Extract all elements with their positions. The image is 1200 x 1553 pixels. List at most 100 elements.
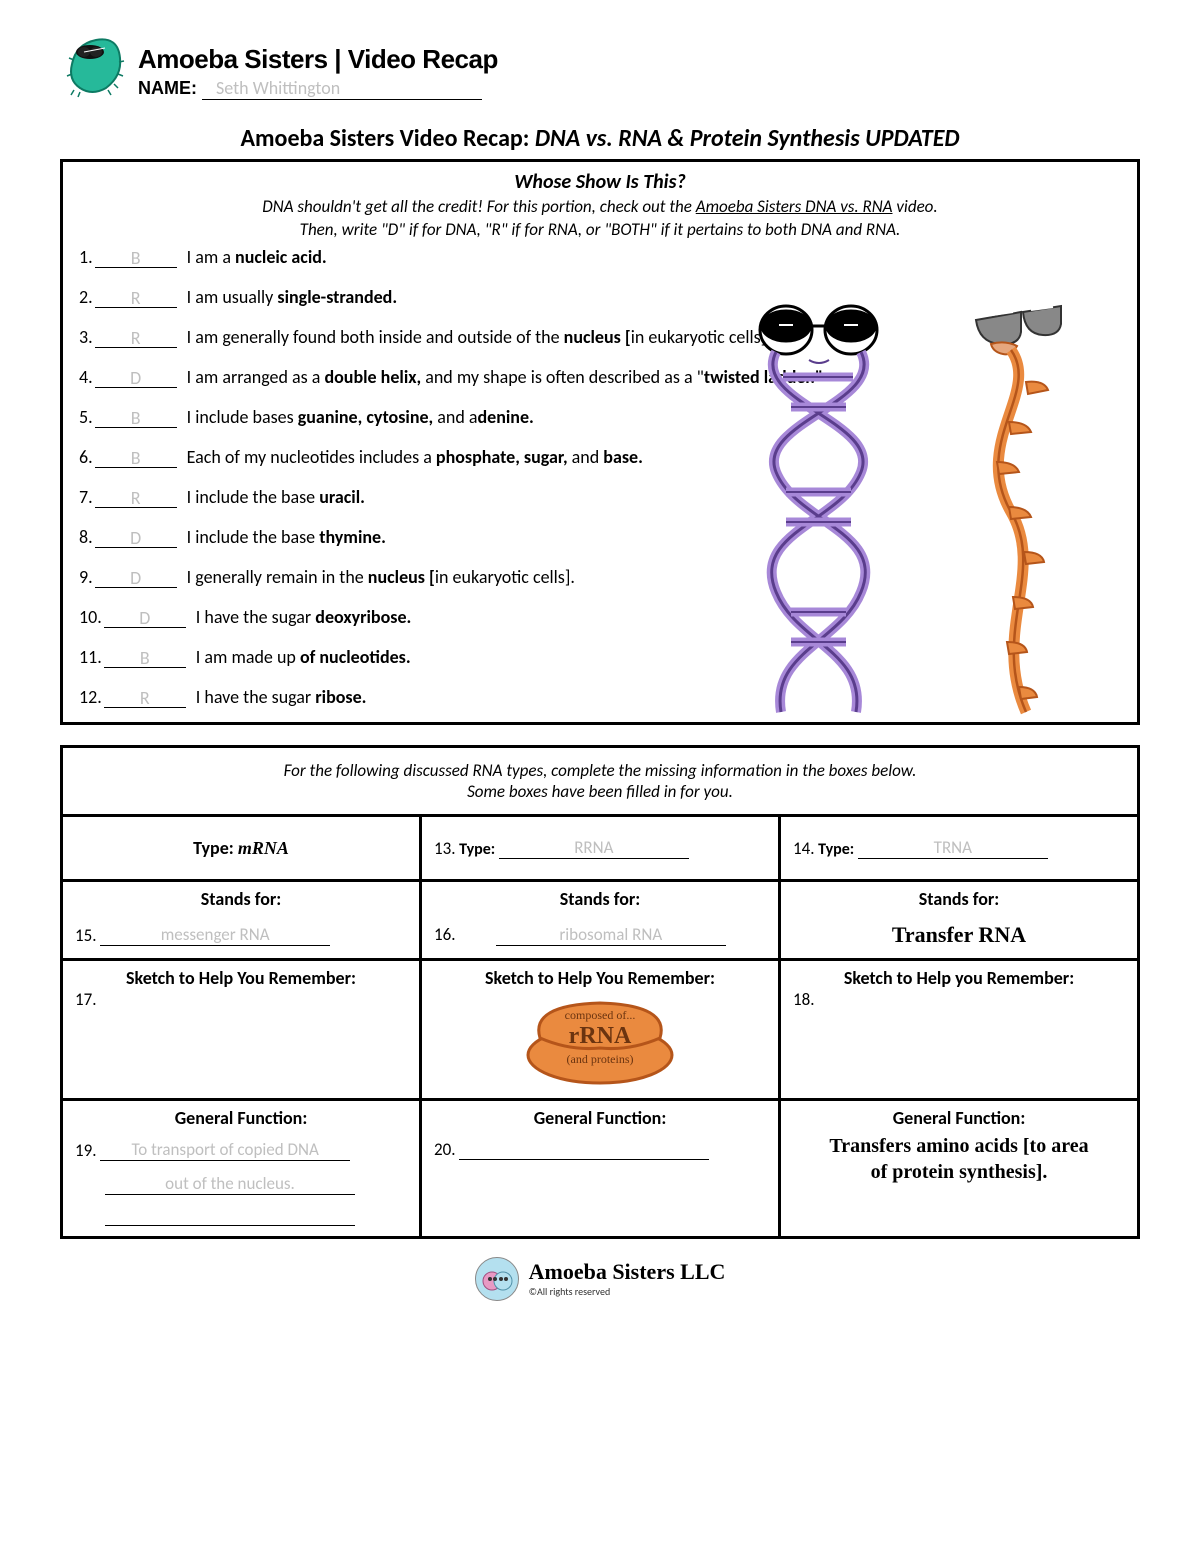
answer-blank[interactable]: R: [95, 329, 177, 348]
cell-type-trna: 14. Type: TRNA: [780, 815, 1139, 880]
page-title-topic: DNA vs. RNA & Protein Synthesis UPDATED: [535, 124, 960, 153]
sketch-label-2: Sketch to Help You Remember:: [434, 967, 766, 989]
page-title-prefix: Amoeba Sisters Video Recap:: [240, 124, 534, 153]
instr-2: Then, write "D" if for DNA, "R" if for R…: [300, 219, 901, 240]
type-label-13: Type:: [459, 840, 495, 859]
table-intro: For the following discussed RNA types, c…: [62, 746, 1139, 815]
stands-for-2: Stands for:: [434, 888, 766, 910]
q16-answer[interactable]: ribosomal RNA: [496, 924, 726, 946]
q-num: 9.: [79, 566, 93, 588]
type-label: Type:: [193, 837, 234, 859]
q-num: 4.: [79, 366, 93, 388]
trna-func-1: Transfers amino acids [to area: [829, 1135, 1088, 1157]
stands-for-3: Stands for:: [793, 888, 1125, 910]
cell-stands-mrna: Stands for: 15. messenger RNA: [62, 880, 421, 959]
table-intro-2: Some boxes have been filled in for you.: [467, 781, 733, 802]
q17-num: 17.: [75, 989, 407, 1010]
q16-num: 16.: [434, 924, 456, 945]
q13-num: 13.: [434, 838, 456, 859]
cell-sketch-trna: Sketch to Help you Remember: 18.: [780, 959, 1139, 1099]
q18-num: 18.: [793, 989, 1125, 1010]
answer-blank[interactable]: D: [104, 609, 186, 628]
q19-num: 19.: [75, 1140, 97, 1161]
sketch-label-3: Sketch to Help you Remember:: [793, 967, 1125, 989]
answer-blank[interactable]: B: [95, 449, 177, 468]
cell-sketch-mrna: Sketch to Help You Remember: 17.: [62, 959, 421, 1099]
svg-text:(and proteins): (and proteins): [567, 1052, 634, 1066]
q15-answer[interactable]: messenger RNA: [100, 924, 330, 946]
q-num: 12.: [79, 686, 102, 708]
footer-brand: Amoeba Sisters LLC: [529, 1259, 726, 1285]
section1-box: Whose Show Is This? DNA shouldn't get al…: [60, 159, 1140, 725]
q-num: 3.: [79, 326, 93, 348]
q-num: 5.: [79, 406, 93, 428]
mrna-type: mRNA: [238, 838, 289, 858]
cell-stands-trna: Stands for: Transfer RNA: [780, 880, 1139, 959]
section1-instructions: DNA shouldn't get all the credit! For th…: [79, 196, 1121, 242]
instr-a: DNA shouldn't get all the credit! For th…: [262, 196, 695, 217]
cell-func-rrna: General Function: 20.: [421, 1099, 780, 1237]
q-text: Each of my nucleotides includes a phosph…: [187, 446, 643, 468]
q-num: 11.: [79, 646, 102, 668]
name-input[interactable]: Seth Whittington: [202, 77, 482, 100]
cell-sketch-rrna: Sketch to Help You Remember: composed of…: [421, 959, 780, 1099]
cell-type-mrna: Type: mRNA: [62, 815, 421, 880]
name-label: NAME:: [138, 78, 197, 98]
cell-stands-rrna: Stands for: 16. ribosomal RNA: [421, 880, 780, 959]
cell-type-rrna: 13. Type: RRNA: [421, 815, 780, 880]
answer-blank[interactable]: B: [95, 249, 177, 268]
q-text: I include the base uracil.: [187, 486, 365, 508]
q-num: 7.: [79, 486, 93, 508]
answer-blank[interactable]: R: [104, 689, 186, 708]
func-label-1: General Function:: [75, 1107, 407, 1129]
q19-answer-2[interactable]: out of the nucleus.: [105, 1173, 355, 1195]
section1-title: Whose Show Is This?: [79, 170, 1121, 194]
q-num: 6.: [79, 446, 93, 468]
page-footer: Amoeba Sisters LLC ©All rights reserved: [60, 1257, 1140, 1301]
answer-blank[interactable]: D: [95, 369, 177, 388]
q19-answer-1[interactable]: To transport of copied DNA: [100, 1139, 350, 1161]
func-label-2: General Function:: [434, 1107, 766, 1129]
q-text: I have the sugar ribose.: [196, 686, 367, 708]
q-num: 10.: [79, 606, 102, 628]
q-num: 1.: [79, 246, 93, 268]
q15-num: 15.: [75, 925, 97, 946]
q-num: 2.: [79, 286, 93, 308]
answer-blank[interactable]: D: [95, 569, 177, 588]
q13-answer[interactable]: RRNA: [499, 837, 689, 859]
svg-text:composed of...: composed of...: [565, 1008, 636, 1022]
table-intro-1: For the following discussed RNA types, c…: [284, 760, 917, 781]
answer-blank[interactable]: R: [95, 289, 177, 308]
q14-answer[interactable]: TRNA: [858, 837, 1048, 859]
ribosome-icon: composed of... rRNA (and proteins): [510, 993, 690, 1088]
svg-text:rRNA: rRNA: [569, 1023, 632, 1049]
question-item: 1.B I am a nucleic acid.: [79, 246, 1121, 268]
answer-blank[interactable]: B: [95, 409, 177, 428]
q-text: I am made up of nucleotides.: [196, 646, 411, 668]
brand-title: Amoeba Sisters | Video Recap: [138, 44, 498, 75]
answer-blank[interactable]: D: [95, 529, 177, 548]
trna-func-2: of protein synthesis].: [871, 1161, 1048, 1183]
transfer-rna-label: Transfer RNA: [793, 922, 1125, 948]
instr-b: video.: [893, 196, 938, 217]
q19-blank[interactable]: [105, 1225, 355, 1226]
footer-copyright: ©All rights reserved: [529, 1285, 726, 1298]
q-num: 8.: [79, 526, 93, 548]
cell-func-mrna: General Function: 19. To transport of co…: [62, 1099, 421, 1237]
name-row: NAME: Seth Whittington: [138, 77, 498, 100]
q-text: I am usually single-stranded.: [187, 286, 397, 308]
dna-rna-illustration: [691, 292, 1111, 717]
answer-blank[interactable]: R: [95, 489, 177, 508]
amoeba-logo-icon: [60, 30, 130, 100]
q14-num: 14.: [793, 838, 815, 859]
q-text: I generally remain in the nucleus [in eu…: [187, 566, 575, 588]
rna-types-table: For the following discussed RNA types, c…: [60, 745, 1140, 1239]
q-text: I include the base thymine.: [187, 526, 386, 548]
footer-logo-icon: [475, 1257, 519, 1301]
answer-blank[interactable]: B: [104, 649, 186, 668]
page-title: Amoeba Sisters Video Recap: DNA vs. RNA …: [60, 124, 1140, 153]
func-label-3: General Function:: [793, 1107, 1125, 1129]
stands-for-1: Stands for:: [75, 888, 407, 910]
q-text: I am a nucleic acid.: [187, 246, 327, 268]
q20-answer[interactable]: [459, 1159, 709, 1160]
